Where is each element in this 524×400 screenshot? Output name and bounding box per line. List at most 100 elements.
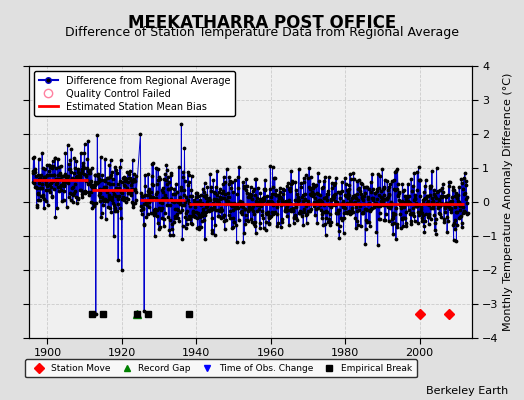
- Point: [388, 212, 397, 219]
- Point: [311, 183, 319, 190]
- Point: [312, 200, 320, 206]
- Point: [92, 311, 100, 318]
- Point: [146, 197, 154, 203]
- Point: [277, 194, 286, 201]
- Point: [191, 204, 199, 210]
- Point: [68, 175, 77, 182]
- Point: [414, 212, 423, 218]
- Point: [129, 170, 138, 177]
- Point: [195, 224, 203, 230]
- Point: [113, 187, 122, 193]
- Point: [221, 191, 230, 198]
- Point: [110, 233, 118, 240]
- Point: [37, 185, 46, 192]
- Point: [242, 187, 250, 194]
- Point: [333, 221, 341, 227]
- Point: [208, 230, 216, 236]
- Point: [429, 203, 438, 209]
- Point: [166, 217, 174, 224]
- Point: [217, 207, 226, 213]
- Point: [194, 211, 203, 218]
- Point: [216, 194, 224, 200]
- Point: [255, 201, 264, 208]
- Point: [195, 200, 204, 206]
- Point: [162, 196, 170, 202]
- Point: [427, 183, 435, 190]
- Point: [264, 220, 272, 227]
- Point: [174, 206, 182, 213]
- Point: [411, 194, 420, 201]
- Point: [125, 175, 134, 182]
- Point: [187, 213, 195, 220]
- Point: [86, 170, 94, 176]
- Point: [434, 197, 443, 203]
- Point: [236, 198, 245, 204]
- Point: [115, 178, 124, 184]
- Point: [177, 187, 185, 193]
- Point: [408, 188, 417, 194]
- Point: [187, 187, 195, 194]
- Point: [293, 216, 301, 223]
- Point: [96, 186, 105, 192]
- Point: [291, 178, 300, 185]
- Point: [357, 180, 365, 186]
- Point: [427, 216, 435, 222]
- Point: [79, 160, 87, 166]
- Point: [88, 184, 96, 190]
- Point: [183, 208, 191, 214]
- Point: [57, 187, 66, 193]
- Point: [130, 178, 139, 184]
- Point: [275, 192, 283, 198]
- Point: [190, 200, 198, 206]
- Point: [123, 169, 132, 175]
- Point: [416, 192, 424, 199]
- Point: [292, 204, 301, 210]
- Point: [41, 166, 49, 172]
- Point: [287, 168, 296, 174]
- Point: [392, 236, 400, 242]
- Point: [304, 184, 313, 190]
- Point: [403, 193, 412, 199]
- Point: [291, 215, 300, 221]
- Point: [405, 199, 413, 205]
- Point: [343, 210, 352, 216]
- Point: [272, 223, 281, 229]
- Point: [149, 182, 157, 189]
- Point: [284, 198, 292, 204]
- Point: [243, 217, 252, 223]
- Point: [378, 166, 387, 172]
- Point: [328, 218, 336, 225]
- Point: [370, 202, 378, 208]
- Point: [430, 212, 439, 218]
- Point: [413, 208, 422, 215]
- Point: [383, 196, 391, 202]
- Point: [390, 186, 399, 192]
- Point: [345, 198, 354, 204]
- Point: [340, 215, 348, 221]
- Point: [176, 201, 184, 207]
- Point: [191, 201, 199, 208]
- Point: [56, 175, 64, 182]
- Point: [237, 209, 245, 215]
- Point: [294, 196, 303, 203]
- Point: [388, 178, 397, 184]
- Point: [122, 199, 130, 205]
- Point: [179, 223, 187, 229]
- Point: [357, 223, 365, 230]
- Point: [398, 198, 406, 204]
- Point: [389, 219, 398, 226]
- Point: [280, 208, 289, 214]
- Point: [378, 201, 387, 208]
- Point: [94, 173, 103, 180]
- Point: [188, 192, 196, 199]
- Point: [438, 185, 446, 191]
- Point: [214, 213, 223, 219]
- Point: [276, 188, 284, 195]
- Point: [438, 201, 446, 207]
- Point: [226, 202, 235, 209]
- Point: [71, 188, 79, 194]
- Point: [352, 195, 361, 201]
- Point: [375, 216, 384, 222]
- Point: [320, 202, 329, 208]
- Point: [365, 200, 373, 206]
